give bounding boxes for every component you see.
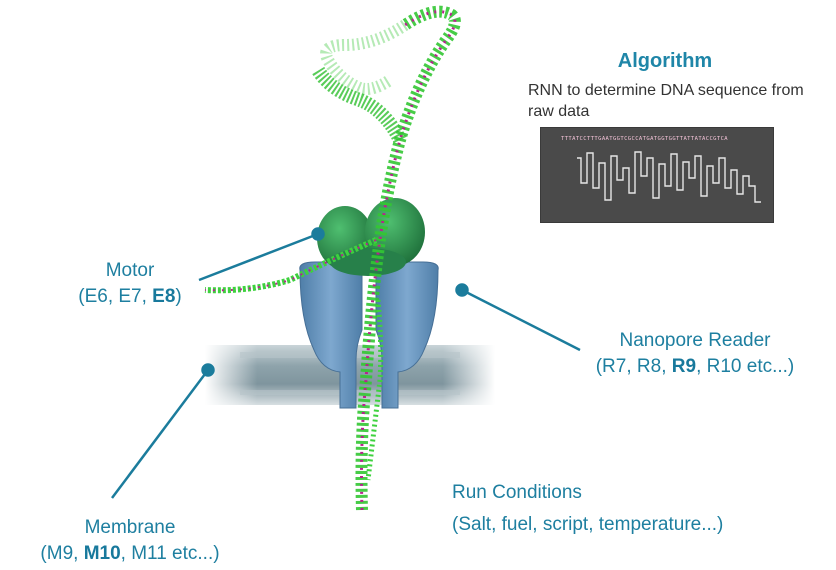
nanopore-versions-prefix: (R7, R8, (595, 356, 672, 377)
motor-callout-dot (311, 227, 325, 241)
motor-versions-prefix: (E6, E7, (78, 286, 153, 307)
run-conditions-title: Run Conditions (452, 482, 582, 503)
membrane-callout-line (111, 369, 209, 499)
nanopore-title: Nanopore Reader (619, 330, 771, 351)
dna-strand (204, 5, 461, 511)
membrane-versions-prefix: (M9, (40, 543, 84, 564)
squiggle-trace (577, 151, 761, 203)
algorithm-description: RNN to determine DNA sequence from raw d… (528, 82, 804, 120)
motor-versions: (E6, E7, E8) (40, 284, 220, 310)
basecall-sequence: TTTATCCTTTGAATGGTCGCCATGATGGTGGTTATTATAC… (561, 136, 729, 142)
nanopore-shape (299, 261, 439, 409)
nanopore-versions: (R7, R8, R9, R10 etc...) (575, 354, 815, 380)
nanopore-versions-suffix: , R10 etc...) (696, 356, 795, 377)
nanopore-label: Nanopore Reader (R7, R8, R9, R10 etc...) (575, 328, 815, 380)
membrane-versions: (M9, M10, M11 etc...) (10, 541, 250, 567)
motor-versions-current: E8 (152, 286, 176, 307)
motor-label: Motor (E6, E7, E8) (40, 258, 220, 310)
nanopore-versions-current: R9 (671, 356, 697, 377)
motor-callout-line (198, 232, 319, 282)
membrane-versions-suffix: , M11 etc...) (120, 543, 220, 564)
membrane-title: Membrane (84, 517, 176, 538)
membrane-callout-dot (201, 363, 215, 377)
algorithm-title: Algorithm (617, 50, 713, 72)
basecalling-signal-panel: TTTATCCTTTGAATGGTCGCCATGATGGTGGTTATTATAC… (540, 127, 774, 223)
run-conditions-label: Run Conditions (Salt, fuel, script, temp… (452, 480, 723, 538)
motor-title: Motor (105, 260, 155, 281)
motor-versions-suffix: ) (175, 286, 182, 307)
membrane-versions-current: M10 (83, 543, 121, 564)
nanopore-callout-line (461, 288, 581, 352)
membrane-label: Membrane (M9, M10, M11 etc...) (10, 515, 250, 567)
nanopore-callout-dot (455, 283, 469, 297)
callout-lines (111, 227, 581, 499)
run-conditions-detail: (Salt, fuel, script, temperature...) (452, 514, 724, 535)
